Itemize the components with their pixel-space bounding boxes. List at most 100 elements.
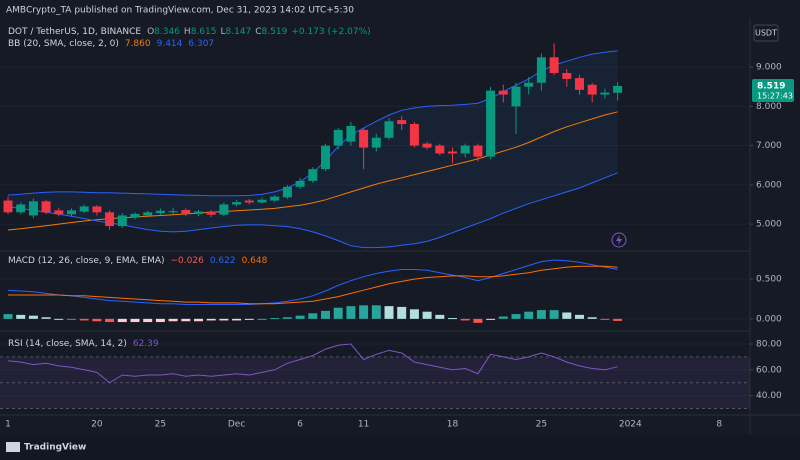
candle-body	[295, 180, 305, 187]
histogram-bar	[321, 310, 330, 319]
candle-body	[600, 92, 610, 95]
y-tick-label: 80.00	[756, 339, 782, 349]
candle-body	[41, 201, 51, 213]
histogram-bar	[600, 318, 610, 320]
price-tag-countdown: 15:27:43	[757, 92, 793, 101]
brand-logo	[6, 442, 20, 452]
candle-body	[117, 215, 127, 227]
candle-body	[587, 84, 597, 95]
candle-body	[232, 202, 242, 205]
histogram-bar	[168, 318, 178, 322]
legend-change: +0.173 (+2.07%)	[291, 27, 370, 37]
event-icon-bolt	[616, 235, 622, 245]
candle-body	[67, 210, 76, 215]
indicator-title: BB (20, SMA, close, 2, 0)	[8, 39, 119, 49]
publisher-line: AMBCrypto_TA published on TradingView.co…	[6, 6, 354, 16]
candle-body	[244, 200, 254, 203]
histogram-bar	[562, 312, 572, 319]
y-tick-label: 9.000	[756, 63, 782, 73]
legend-value: 8.519	[262, 27, 288, 37]
indicator-value: 9.414	[157, 39, 183, 49]
price-tag-price: 8.519	[757, 82, 785, 92]
event-icon[interactable]	[611, 232, 627, 248]
x-tick-label: 20	[91, 420, 103, 430]
histogram-bar	[422, 311, 432, 319]
y-tick-label: 0.000	[756, 314, 782, 324]
candle-body	[397, 120, 407, 125]
candle-body	[54, 210, 64, 215]
legend-label: C	[255, 27, 261, 37]
candle-body	[409, 124, 419, 146]
candle-body	[219, 204, 229, 215]
histogram-bar	[308, 313, 318, 319]
y-tick-label: 8.000	[756, 102, 782, 112]
histogram-bar	[41, 317, 51, 319]
rsi-line	[7, 343, 618, 384]
candle-body	[486, 90, 496, 157]
macd-line	[8, 265, 618, 305]
legend-value: 8.147	[225, 27, 251, 37]
x-tick-label: 6	[297, 420, 303, 430]
candle-body	[308, 169, 318, 181]
histogram-bar	[67, 318, 76, 320]
candle-body	[371, 137, 381, 148]
histogram-bar	[448, 318, 457, 320]
candle-body	[575, 78, 584, 90]
footer	[0, 435, 800, 460]
brand: TradingView	[24, 443, 86, 453]
x-tick-label: 25	[155, 420, 166, 430]
candle-body	[206, 211, 216, 215]
histogram-bar	[244, 318, 254, 320]
histogram-bar	[194, 318, 203, 322]
candle-body	[16, 204, 26, 213]
legend: RSI (14, close, SMA, 14, 2) 62.39	[8, 339, 159, 349]
histogram-bar	[130, 318, 140, 323]
bb-fill	[8, 50, 618, 248]
candle-body	[28, 201, 38, 216]
histogram-bar	[333, 307, 343, 319]
x-tick-label: 8	[716, 420, 722, 430]
price-tag	[752, 79, 794, 102]
candle-body	[359, 129, 369, 148]
candle-body	[168, 211, 178, 213]
legend: MACD (12, 26, close, 9, EMA, EMA) −0.026 0…	[8, 256, 268, 266]
candle-body	[257, 199, 267, 203]
histogram-bar	[282, 317, 292, 319]
candle-body	[346, 125, 356, 142]
y-tick-label: 40.00	[756, 391, 782, 401]
legend: BB (20, SMA, close, 2, 0) 7.860 9.414 6.307	[8, 39, 214, 49]
histogram-bar	[409, 309, 419, 319]
histogram-bar	[295, 315, 305, 319]
candle-body	[448, 151, 457, 154]
candle-body	[524, 82, 534, 87]
histogram-bar	[270, 318, 280, 320]
histogram-bar	[460, 318, 470, 321]
y-tick-label: 6.000	[756, 180, 782, 190]
histogram-bar	[549, 310, 559, 319]
histogram-bar	[117, 318, 127, 323]
candle-body	[155, 210, 165, 214]
histogram-bar	[346, 306, 356, 319]
histogram-bar	[28, 315, 38, 319]
histogram-bar	[206, 318, 216, 321]
candle-body	[105, 212, 115, 227]
candle-body	[282, 186, 292, 198]
histogram-bar	[384, 306, 394, 319]
histogram-bar	[511, 314, 521, 319]
histogram-bar	[143, 318, 153, 323]
currency[interactable]: USDT	[755, 29, 777, 38]
histogram-bar	[79, 318, 89, 321]
histogram-bar	[16, 314, 26, 319]
currency-box[interactable]	[753, 24, 779, 42]
x-tick-label: 11	[358, 420, 369, 430]
histogram-bar	[486, 318, 496, 320]
indicator-value: 6.307	[188, 39, 214, 49]
histogram-bar	[498, 316, 508, 319]
indicator-value: 7.860	[125, 39, 151, 49]
y-tick-label: 60.00	[756, 365, 782, 375]
indicator-value: 62.39	[133, 339, 159, 349]
candle-body	[194, 211, 203, 214]
histogram-bar	[536, 310, 546, 319]
